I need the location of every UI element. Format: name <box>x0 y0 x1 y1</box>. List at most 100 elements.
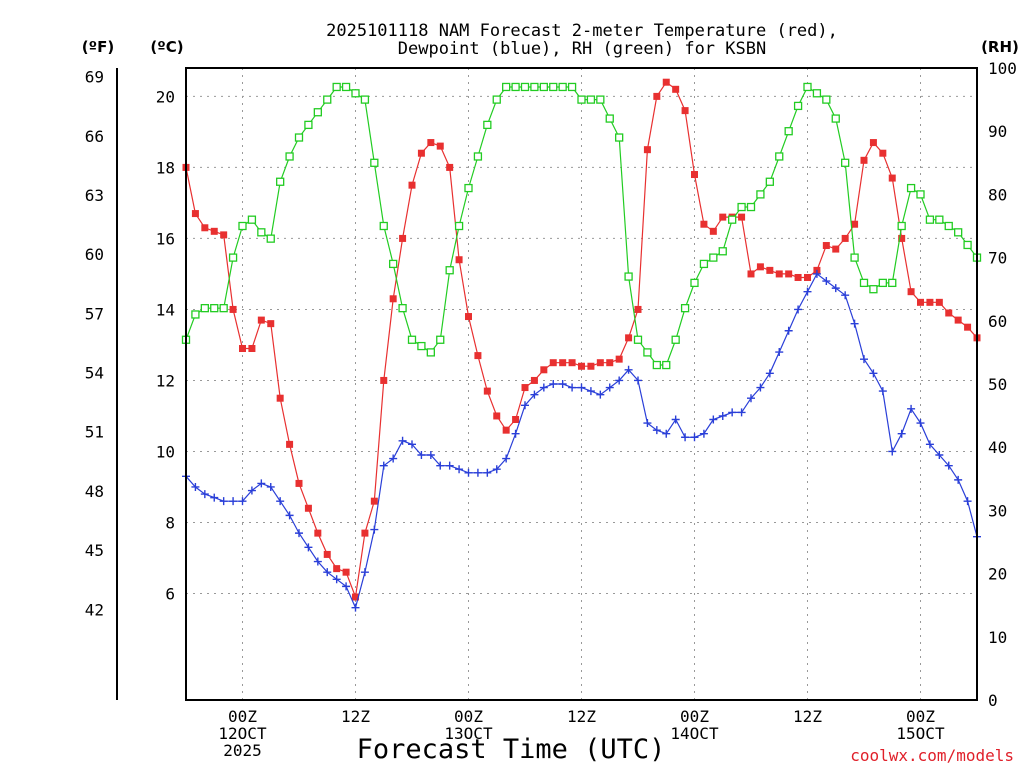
rh-point <box>709 253 718 262</box>
dewpoint-point <box>869 369 878 378</box>
celsius-tick-label: 16 <box>156 229 175 248</box>
dewpoint-point <box>568 383 577 392</box>
temperature-point <box>229 305 237 313</box>
x-axis-label: Forecast Time (UTC) <box>357 734 666 765</box>
rh-point <box>605 114 614 123</box>
rh-point <box>228 253 238 262</box>
rh-point <box>191 310 200 319</box>
temperature-point <box>766 266 774 274</box>
dewpoint-point <box>295 529 303 538</box>
dewpoint-point <box>219 497 228 506</box>
rh-point <box>483 120 492 130</box>
temperature-point <box>841 234 849 242</box>
rh-point <box>549 82 558 92</box>
temperature-point <box>653 92 661 100</box>
rh-point <box>737 202 746 212</box>
rh-point <box>417 341 426 351</box>
x-tick-label: 13OCT <box>444 724 493 743</box>
dewpoint-point <box>756 383 765 392</box>
rh-point <box>398 304 407 313</box>
x-tick-label: 00Z <box>228 707 257 726</box>
dewpoint-point <box>897 429 906 438</box>
dewpoint-point <box>728 408 737 417</box>
x-tick-label: 12Z <box>567 707 596 726</box>
dewpoint-point <box>765 369 774 378</box>
temperature-point <box>333 565 341 573</box>
rh-tick-label: 70 <box>988 249 1007 268</box>
celsius-tick-label: 14 <box>156 300 175 319</box>
celsius-tick-label: 8 <box>165 513 175 532</box>
dewpoint-point <box>935 451 944 460</box>
chart-title-line-1: 2025101118 NAM Forecast 2-meter Temperat… <box>326 21 838 41</box>
rh-tick-label: 40 <box>988 438 1007 457</box>
rh-point <box>407 335 417 344</box>
temperature-point <box>860 156 868 164</box>
dewpoint-point <box>699 429 708 438</box>
rh-point <box>897 221 906 231</box>
rh-point <box>803 82 812 92</box>
temperature-point <box>888 174 896 182</box>
temperature-point <box>191 210 199 218</box>
rh-point <box>257 228 266 237</box>
fahrenheit-tick-label: 42 <box>85 600 104 619</box>
temperature-point <box>559 359 567 367</box>
dewpoint-point <box>530 390 539 399</box>
rh-point <box>652 360 661 370</box>
temperature-point <box>465 313 472 321</box>
rh-point <box>210 304 219 313</box>
dewpoint-point <box>323 568 332 577</box>
dewpoint-point <box>257 479 266 488</box>
dewpoint-point <box>351 603 360 612</box>
credit-text: coolwx.com/models <box>850 746 1014 765</box>
rh-point <box>577 95 586 104</box>
dewpoint-point <box>596 390 605 399</box>
rh-point <box>841 158 850 167</box>
temperature-point <box>427 139 435 147</box>
rh-point <box>916 190 925 199</box>
dewpoint-point <box>408 440 416 449</box>
rh-tick-label: 80 <box>988 185 1007 204</box>
data-series <box>181 78 982 612</box>
temperature-point <box>295 479 303 487</box>
rh-point <box>219 304 228 313</box>
temperature-point <box>578 362 585 370</box>
temperature-point <box>964 323 972 331</box>
dewpoint-point <box>398 436 407 445</box>
dewpoint-point <box>907 404 916 413</box>
rh-point <box>615 133 624 142</box>
dewpoint-point <box>652 426 661 435</box>
rh-point <box>473 152 483 161</box>
temperature-point <box>323 550 331 558</box>
temperature-point <box>691 171 698 179</box>
temperature-point <box>380 376 388 384</box>
rh-point <box>596 95 605 104</box>
rh-point <box>520 82 530 92</box>
fahrenheit-tick-label: 66 <box>85 127 104 146</box>
rh-point <box>643 348 652 357</box>
temperature-point <box>436 142 444 150</box>
temperature-point <box>210 227 218 235</box>
rh-point <box>351 89 360 98</box>
dewpoint-point <box>464 468 473 477</box>
fahrenheit-tick-label: 48 <box>85 482 104 501</box>
dewpoint-point <box>426 451 435 460</box>
dewpoint-point <box>304 543 313 552</box>
temperature-point <box>775 270 783 278</box>
temperature-point <box>220 231 228 239</box>
dewpoint-point <box>473 468 482 477</box>
temperature-point <box>756 263 764 271</box>
plot-frame <box>185 67 978 701</box>
dewpoint-point <box>878 387 887 396</box>
fahrenheit-unit-label: (ºF) <box>82 38 114 56</box>
dewpoint-point <box>605 383 614 392</box>
rh-point <box>558 82 567 92</box>
dewpoint-point <box>624 365 633 374</box>
temperature-point <box>898 234 906 242</box>
temperature-point <box>267 320 275 328</box>
dewpoint-point <box>944 461 953 470</box>
dewpoint-point <box>549 380 558 388</box>
dewpoint-point <box>266 482 275 491</box>
dewpoint-point <box>539 383 548 392</box>
